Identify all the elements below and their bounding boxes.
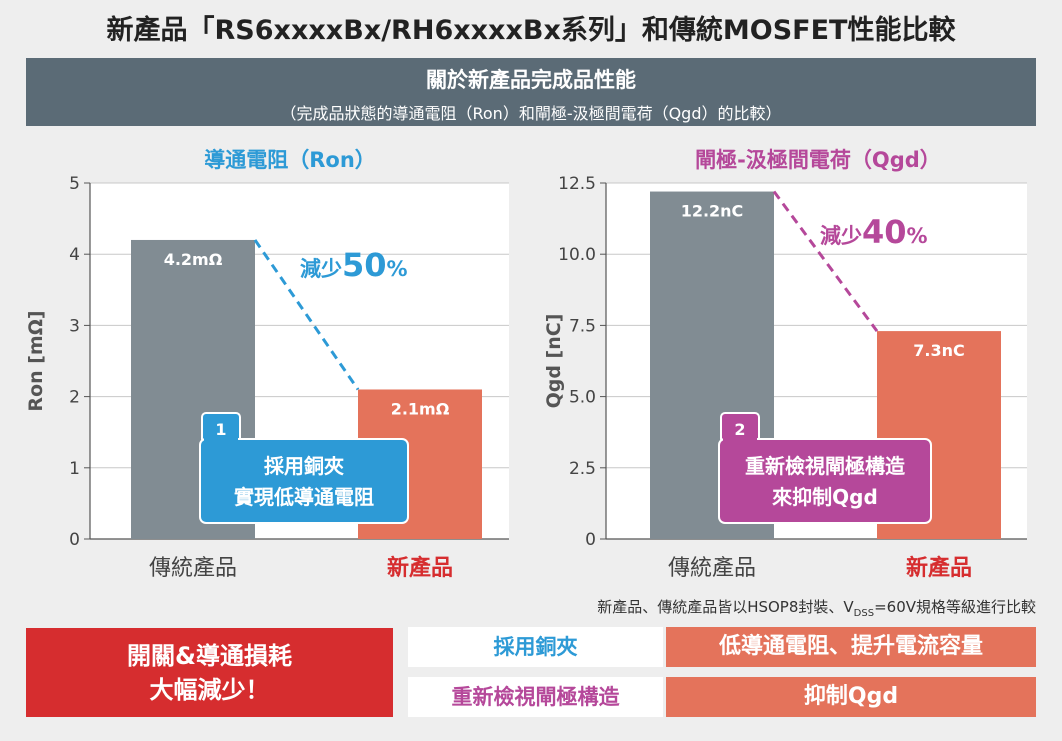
x-tick-label: 傳統產品 xyxy=(149,556,237,581)
y-tick-label: 10.0 xyxy=(558,245,596,265)
callout-body xyxy=(718,438,932,524)
callout-joint xyxy=(204,433,238,447)
benefit-row-2-effect: 抑制Qgd xyxy=(666,677,1036,717)
y-tick-label: 2.5 xyxy=(569,459,596,479)
reduction-prefix: 減少 xyxy=(820,224,862,248)
chart-ron: 0 1 2 3 4 5 Ron [mΩ] 4.2mΩ 傳統產品 2.1mΩ 新產品 減少50% 1 採用銅… xyxy=(25,174,509,581)
footnote-suffix: =60V規格等級進行比較 xyxy=(874,598,1036,616)
y-tick-label: 5.0 xyxy=(569,388,596,408)
callout-joint xyxy=(723,433,757,447)
chart-qgd: 0 2.5 5.0 7.5 10.0 12.5 Qgd [nC] 12.2nC 傳統產品 7.3n… xyxy=(543,174,1027,581)
summary-line2: 大幅減少！ xyxy=(149,676,270,704)
summary-box: 開關&導通損耗 大幅減少！ xyxy=(26,628,393,717)
reduction-value: 50 xyxy=(342,246,387,284)
data-label: 4.2mΩ xyxy=(164,250,223,269)
banner-title: 關於新產品完成品性能 xyxy=(426,68,636,92)
y-tick-label: 2 xyxy=(69,388,80,408)
callout-number: 1 xyxy=(215,420,226,439)
y-tick-label: 12.5 xyxy=(558,174,596,194)
reduction-unit: % xyxy=(907,224,928,248)
y-tick-label: 7.5 xyxy=(569,316,596,336)
reduction-value: 40 xyxy=(862,213,907,251)
data-label: 7.3nC xyxy=(913,341,964,360)
benefit-row-2: 重新檢視閘極構造 抑制Qgd xyxy=(408,677,1036,717)
y-tick-label: 5 xyxy=(69,174,80,194)
reduction-label: 減少50% xyxy=(300,246,408,284)
data-label: 2.1mΩ xyxy=(391,399,450,418)
benefit-row-1: 採用銅夾 低導通電阻、提升電流容量 xyxy=(408,627,1036,667)
y-axis-label: Ron [mΩ] xyxy=(25,310,47,411)
benefit-row-1-effect: 低導通電阻、提升電流容量 xyxy=(666,627,1036,667)
summary-line1: 開關&導通損耗 xyxy=(127,642,292,670)
page-title: 新產品「RS6xxxxBx/RH6xxxxBx系列」和傳統MOSFET性能比較 xyxy=(106,15,956,46)
x-tick-label: 傳統產品 xyxy=(668,556,756,581)
reduction-prefix: 減少 xyxy=(300,257,342,281)
chart-title-ron: 導通電阻（Ron） xyxy=(204,148,376,172)
reduction-label: 減少40% xyxy=(820,213,928,251)
y-tick-label: 0 xyxy=(69,530,80,550)
callout-line1: 重新檢視閘極構造 xyxy=(745,454,906,478)
benefit-row-2-cause: 重新檢視閘極構造 xyxy=(408,677,663,717)
footnote-prefix: 新產品、傳統產品皆以HSOP8封裝、V xyxy=(597,598,854,616)
benefit-row-1-cause: 採用銅夾 xyxy=(408,627,663,667)
reduction-dashed-line xyxy=(253,239,360,391)
callout-line2: 實現低導通電阻 xyxy=(234,485,374,509)
footnote-sub: DSS xyxy=(853,608,875,619)
data-label: 12.2nC xyxy=(681,202,744,221)
callout-number: 2 xyxy=(734,420,745,439)
callout-line2: 來抑制Qgd xyxy=(772,485,878,509)
x-tick-label: 新產品 xyxy=(387,555,453,581)
y-tick-label: 1 xyxy=(69,459,80,479)
chart-title-qgd: 閘極-汲極間電荷（Qgd） xyxy=(695,148,941,172)
x-tick-label: 新產品 xyxy=(906,555,972,581)
footnote: 新產品、傳統產品皆以HSOP8封裝、VDSS=60V規格等級進行比較 xyxy=(597,596,1036,619)
y-axis-label: Qgd [nC] xyxy=(543,314,565,409)
callout-line1: 採用銅夾 xyxy=(264,454,344,478)
reduction-unit: % xyxy=(387,257,408,281)
section-banner: 關於新產品完成品性能 （完成品狀態的導通電阻（Ron）和閘極-汲極間電荷（Qgd… xyxy=(26,58,1036,126)
y-tick-label: 3 xyxy=(69,316,80,336)
callout-body xyxy=(199,438,409,524)
y-tick-label: 0 xyxy=(585,530,596,550)
banner-subtitle: （完成品狀態的導通電阻（Ron）和閘極-汲極間電荷（Qgd）的比較） xyxy=(280,104,782,123)
y-tick-label: 4 xyxy=(69,245,80,265)
